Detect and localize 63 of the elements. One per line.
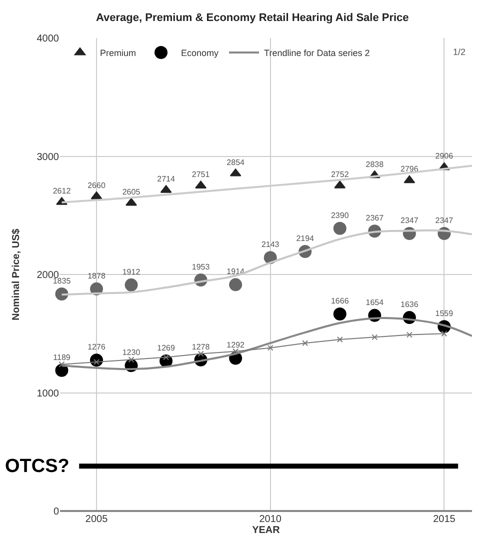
data-label: 2714 <box>157 174 176 184</box>
data-label: 2796 <box>400 164 419 174</box>
point <box>404 175 416 184</box>
point <box>90 191 102 200</box>
data-label: 1189 <box>53 352 71 362</box>
point <box>406 332 412 338</box>
y-tick-label: 1000 <box>36 388 60 400</box>
data-label: 2143 <box>261 240 280 250</box>
y-tick-label: 3000 <box>36 152 60 163</box>
data-label: 1559 <box>435 309 454 318</box>
y-tick-label: 4000 <box>36 34 60 44</box>
data-label: 1953 <box>192 262 210 272</box>
x-tick-label: 2010 <box>259 514 282 525</box>
point <box>58 361 65 368</box>
data-label: 1269 <box>157 343 176 352</box>
chart-title: Average, Premium & Economy Retail Hearing Aid Sale Price <box>96 12 409 24</box>
x-tick-label: 2015 <box>433 514 456 525</box>
data-label: 1230 <box>122 348 141 358</box>
data-label: 1654 <box>366 298 384 307</box>
point <box>126 198 137 206</box>
series-label: OTCS? <box>5 456 70 477</box>
data-label: 2838 <box>366 160 384 169</box>
y-tick-label: 0 <box>53 506 60 518</box>
x-axis-title: YEAR <box>252 525 281 536</box>
data-label: 1276 <box>88 342 106 352</box>
data-label: 1835 <box>52 276 72 286</box>
data-label: 1636 <box>400 300 419 310</box>
data-label: 1914 <box>226 267 246 276</box>
data-label: 2660 <box>88 180 106 190</box>
x-tick-label: 2005 <box>85 514 108 525</box>
point <box>124 278 138 292</box>
point <box>372 334 378 340</box>
legend-label: Economy <box>181 48 220 58</box>
data-label: 2347 <box>435 216 454 225</box>
data-label: 2906 <box>435 152 454 161</box>
legend-label: Trendline for Data series 2 <box>264 48 370 58</box>
data-label: 2605 <box>122 187 141 196</box>
point <box>128 356 134 363</box>
data-label: 1292 <box>226 340 246 350</box>
data-label: 2367 <box>366 214 384 223</box>
data-label: 2854 <box>226 158 246 167</box>
data-label: 1666 <box>330 296 350 306</box>
annotation: 1/2 <box>453 47 466 57</box>
point <box>198 350 204 357</box>
legend-label: Premium <box>100 48 136 58</box>
data-label: 2752 <box>330 170 350 179</box>
point <box>333 222 346 235</box>
data-label: 2347 <box>400 216 419 225</box>
data-label: 2612 <box>52 186 72 196</box>
data-label: 2751 <box>192 170 210 180</box>
point <box>336 336 343 343</box>
point <box>333 308 346 320</box>
point <box>229 278 242 292</box>
data-label: 2390 <box>330 210 350 220</box>
data-label: 1278 <box>192 342 210 352</box>
point <box>232 348 239 354</box>
point <box>267 344 274 351</box>
data-label: 1912 <box>122 267 141 276</box>
point <box>441 330 448 337</box>
data-label: 1878 <box>88 271 106 280</box>
data-label: 2194 <box>296 234 315 244</box>
y-axis-title: Nominal Price, US$ <box>10 228 22 320</box>
point <box>302 340 308 346</box>
